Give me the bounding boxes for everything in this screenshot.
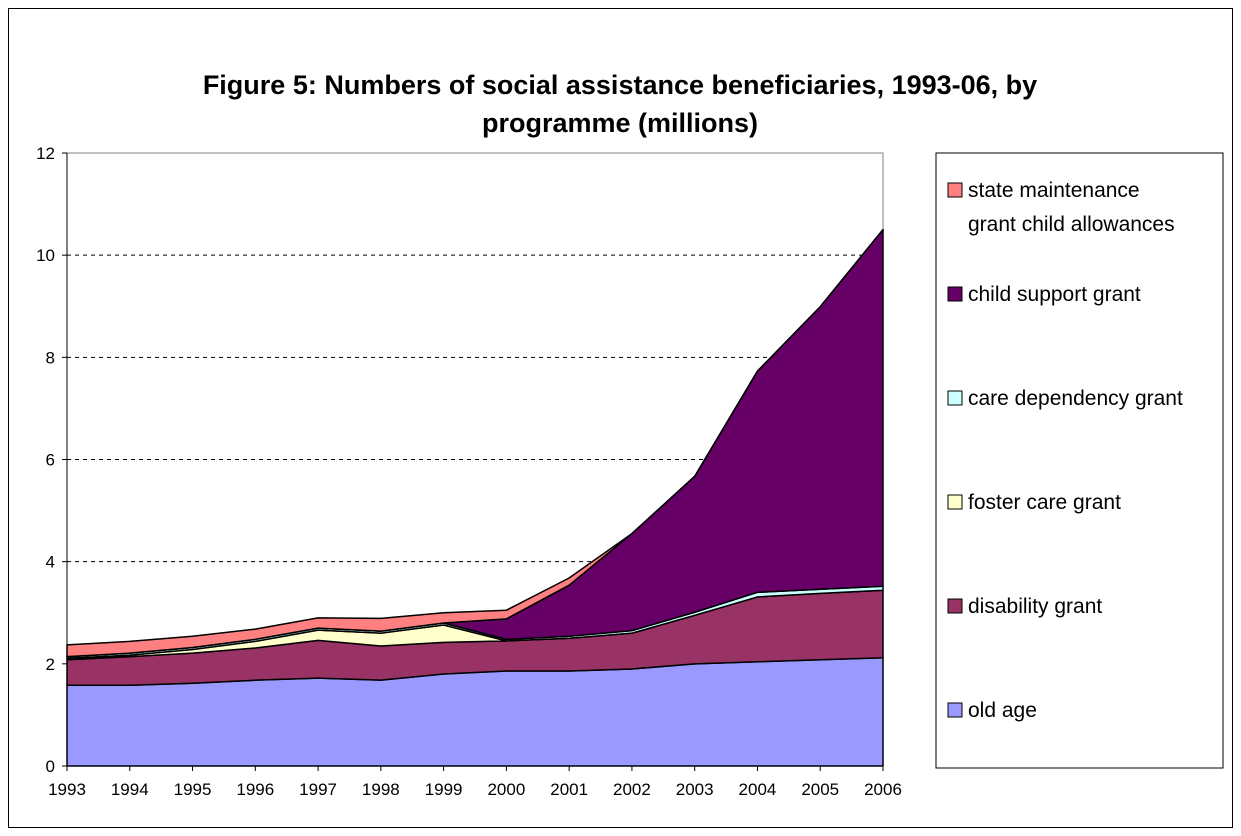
legend-label-disability-grant: disability grant: [968, 595, 1102, 618]
y-tick-label-12: 12: [36, 144, 55, 163]
y-tick-label-4: 4: [46, 553, 55, 572]
legend-label-child-support-grant: child support grant: [968, 283, 1141, 306]
legend-label-state-maintenance-grant-child-allowances-line-1: state maintenance: [968, 179, 1140, 202]
x-tick-label-1995: 1995: [174, 780, 212, 799]
y-tick-label-8: 8: [46, 348, 55, 367]
area-state-maintenance-grant-child-allowances: [66, 228, 884, 658]
x-tick-label-2005: 2005: [801, 780, 839, 799]
x-tick-label-1996: 1996: [236, 780, 274, 799]
y-tick-label-0: 0: [46, 757, 55, 776]
x-tick-label-2001: 2001: [550, 780, 588, 799]
x-tick-label-2002: 2002: [613, 780, 651, 799]
legend-swatch-foster-care-grant: [947, 494, 963, 510]
legend-label-state-maintenance-grant-child-allowances-line-2: grant child allowances: [968, 213, 1175, 236]
x-tick-label-1999: 1999: [425, 780, 463, 799]
chart-title-line-2: programme (millions): [482, 108, 758, 138]
chart-title-line-1: Figure 5: Numbers of social assistance b…: [203, 70, 1037, 100]
x-tick-label-2000: 2000: [487, 780, 525, 799]
legend-swatch-child-support-grant: [947, 286, 963, 302]
x-tick-label-1993: 1993: [48, 780, 86, 799]
legend-swatch-care-dependency-grant: [947, 390, 963, 406]
y-tick-label-6: 6: [46, 451, 55, 470]
legend-label-foster-care-grant: foster care grant: [968, 491, 1121, 514]
y-tick-label-10: 10: [36, 246, 55, 265]
x-tick-label-1998: 1998: [362, 780, 400, 799]
x-tick-label-2003: 2003: [676, 780, 714, 799]
legend-swatch-disability-grant: [947, 598, 963, 614]
legend-swatch-state-maintenance-grant-child-allowances: [947, 182, 963, 198]
legend-label-old-age: old age: [968, 699, 1037, 722]
x-tick-label-2006: 2006: [864, 780, 902, 799]
legend-label-care-dependency-grant: care dependency grant: [968, 387, 1183, 410]
x-tick-label-1994: 1994: [111, 780, 149, 799]
legend-swatch-old-age: [947, 702, 963, 718]
x-tick-label-1997: 1997: [299, 780, 337, 799]
y-tick-label-2: 2: [46, 655, 55, 674]
legend-box: [935, 152, 1224, 769]
x-tick-label-2004: 2004: [739, 780, 777, 799]
